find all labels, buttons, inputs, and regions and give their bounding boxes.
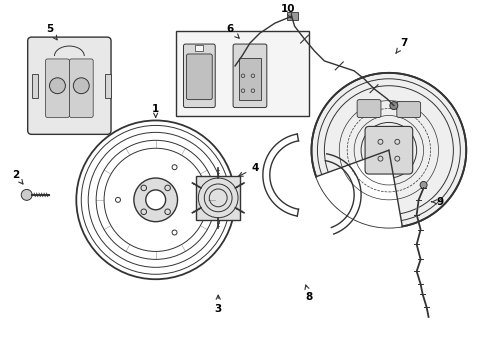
FancyBboxPatch shape xyxy=(396,102,420,117)
FancyBboxPatch shape xyxy=(183,44,215,108)
Polygon shape xyxy=(239,58,260,100)
Circle shape xyxy=(419,181,426,188)
Bar xyxy=(195,45,203,51)
FancyBboxPatch shape xyxy=(233,44,266,108)
FancyBboxPatch shape xyxy=(45,59,69,117)
FancyBboxPatch shape xyxy=(69,59,93,117)
Circle shape xyxy=(145,190,165,210)
Bar xyxy=(196,176,240,220)
Circle shape xyxy=(21,189,32,201)
Text: 4: 4 xyxy=(238,163,258,176)
Text: 7: 7 xyxy=(395,38,407,53)
Text: 2: 2 xyxy=(12,170,23,184)
Text: 6: 6 xyxy=(226,24,239,38)
Text: 5: 5 xyxy=(46,24,57,40)
Bar xyxy=(175,31,309,116)
Text: 10: 10 xyxy=(280,4,294,18)
Text: 9: 9 xyxy=(430,197,443,207)
Circle shape xyxy=(134,178,177,222)
FancyBboxPatch shape xyxy=(365,126,412,174)
Text: 8: 8 xyxy=(305,285,312,302)
FancyBboxPatch shape xyxy=(356,100,380,117)
Circle shape xyxy=(389,102,397,109)
Text: 1: 1 xyxy=(152,104,159,117)
Circle shape xyxy=(73,78,89,94)
FancyBboxPatch shape xyxy=(286,12,297,20)
Bar xyxy=(105,74,111,98)
Polygon shape xyxy=(316,150,402,228)
Circle shape xyxy=(49,78,65,94)
Circle shape xyxy=(311,73,466,228)
Text: 3: 3 xyxy=(214,295,222,314)
FancyBboxPatch shape xyxy=(186,54,212,100)
Bar xyxy=(32,74,38,98)
FancyBboxPatch shape xyxy=(28,37,111,134)
